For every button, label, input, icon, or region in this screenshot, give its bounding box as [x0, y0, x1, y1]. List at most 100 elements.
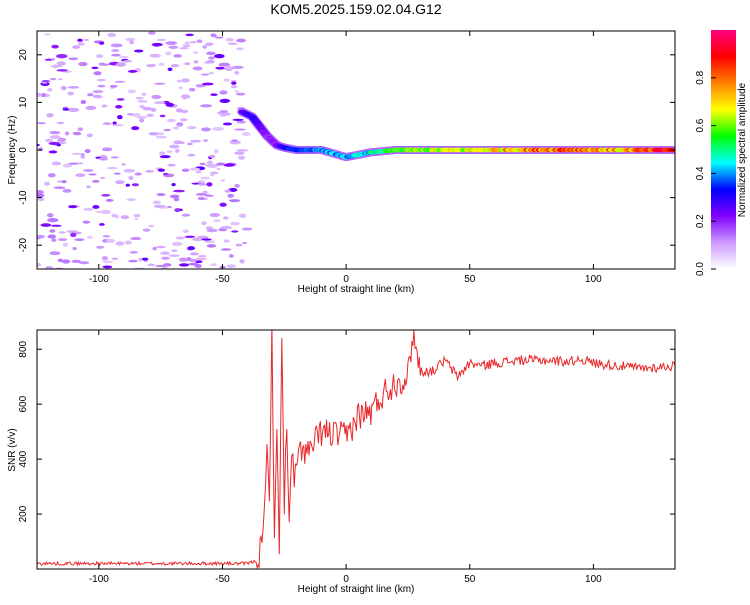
heatmap-noise-cell [199, 176, 211, 180]
snr-x-tick-label: -50 [215, 574, 230, 585]
heatmap-noise-cell [192, 66, 203, 71]
heatmap-noise-cell [148, 31, 156, 35]
heatmap-noise-cell [95, 210, 108, 214]
heatmap-noise-cell [156, 193, 166, 197]
heatmap-noise-cell [75, 173, 86, 177]
heatmap-noise-cell [188, 87, 196, 92]
heatmap-noise-cell [171, 183, 176, 187]
heatmap-noise-cell [230, 79, 237, 83]
heatmap-noise-cell [47, 234, 57, 239]
heatmap-noise-cell [229, 140, 241, 145]
heatmap-noise-cell [116, 114, 123, 120]
heatmap-noise-cell [87, 93, 94, 97]
heatmap-noise-cell [49, 251, 61, 256]
heatmap-noise-cell [195, 192, 207, 196]
heatmap-noise-cell [195, 84, 207, 87]
heatmap-noise-cell [180, 94, 191, 99]
heatmap-noise-cell [203, 139, 209, 142]
heatmap-noise-cell [101, 104, 108, 108]
heatmap-noise-cell [72, 246, 77, 251]
heatmap-noise-cell [49, 229, 56, 233]
heatmap-noise-cell [100, 63, 110, 66]
heatmap-noise-cell [111, 49, 120, 52]
heatmap-noise-cell [86, 236, 94, 239]
heatmap-noise-cell [197, 183, 207, 186]
heatmap-y-tick-label: -20 [18, 238, 29, 253]
heatmap-noise-cell [77, 38, 83, 42]
heatmap-noise-cell [173, 189, 185, 193]
heatmap-noise-cell [86, 133, 94, 138]
heatmap-noise-cell [135, 96, 144, 100]
heatmap-noise-cell [128, 69, 138, 73]
heatmap-noise-cell [67, 85, 80, 89]
heatmap-noise-cell [184, 41, 191, 45]
colorbar-gradient [711, 30, 736, 269]
heatmap-noise-cell [129, 40, 134, 45]
heatmap-noise-cell [223, 239, 230, 243]
heatmap-noise-cell [115, 105, 123, 109]
heatmap-noise-cell [102, 147, 113, 152]
heatmap-noise-cell [219, 202, 227, 207]
heatmap-noise-cell [111, 213, 117, 218]
heatmap-noise-cell [223, 163, 235, 167]
heatmap-noise-cell [187, 246, 196, 251]
heatmap-noise-cell [51, 44, 59, 49]
heatmap-noise-cell [78, 261, 90, 265]
heatmap-noise-cell [231, 65, 244, 69]
heatmap-noise-cell [206, 182, 213, 187]
heatmap-cells [37, 31, 675, 269]
heatmap-noise-cell [220, 113, 227, 117]
heatmap-noise-cell [132, 112, 141, 118]
heatmap-noise-cell [83, 207, 94, 211]
heatmap-noise-cell [37, 92, 42, 97]
heatmap-noise-cell [105, 198, 114, 202]
heatmap-noise-cell [56, 61, 67, 66]
heatmap-noise-cell [82, 220, 90, 224]
heatmap-noise-cell [189, 139, 202, 143]
heatmap-noise-cell [92, 179, 100, 183]
heatmap-noise-cell [129, 250, 139, 254]
heatmap-noise-cell [209, 154, 216, 158]
heatmap-y-tick-label: 10 [18, 96, 29, 108]
heatmap-noise-cell [216, 162, 226, 166]
heatmap-noise-cell [187, 153, 196, 157]
heatmap-noise-cell [189, 258, 197, 263]
heatmap-noise-cell [141, 257, 149, 261]
heatmap-noise-cell [134, 217, 139, 220]
heatmap-noise-cell [70, 232, 77, 238]
heatmap-noise-cell [128, 259, 138, 263]
heatmap-noise-cell [106, 166, 118, 170]
heatmap-noise-cell [236, 47, 244, 51]
heatmap-x-tick-label: 100 [585, 274, 602, 285]
heatmap-noise-cell [37, 197, 45, 202]
heatmap-x-tick-label: 50 [464, 274, 476, 285]
heatmap-noise-cell [50, 58, 55, 61]
heatmap-noise-cell [80, 100, 87, 105]
colorbar-tick-label: 0.0 [695, 262, 706, 276]
heatmap-noise-cell [37, 235, 42, 240]
heatmap-x-axis: -100 -50 0 50 100 [89, 31, 602, 285]
heatmap-noise-cell [158, 151, 166, 155]
heatmap-noise-cell [148, 132, 160, 136]
heatmap-noise-cell [72, 45, 81, 49]
heatmap-noise-cell [171, 249, 178, 252]
snr-x-tick-label: -100 [89, 574, 109, 585]
heatmap-noise-cell [196, 39, 203, 43]
heatmap-noise-cell [113, 172, 122, 175]
heatmap-noise-cell [83, 169, 94, 172]
heatmap-noise-cell [67, 91, 75, 96]
heatmap-noise-cell [225, 37, 235, 42]
heatmap-noise-cell [60, 86, 67, 91]
heatmap-noise-cell [197, 255, 207, 258]
heatmap-noise-cell [151, 42, 163, 47]
snr-ylabel: SNR (v/v) [7, 428, 18, 471]
heatmap-xlabel: Height of straight line (km) [298, 284, 415, 295]
heatmap-x-tick-label: 0 [343, 274, 349, 285]
heatmap-noise-cell [194, 264, 202, 268]
heatmap-noise-cell [160, 251, 170, 255]
heatmap-noise-cell [165, 41, 178, 46]
heatmap-noise-cell [216, 167, 221, 171]
heatmap-noise-cell [210, 93, 218, 96]
heatmap-noise-cell [51, 161, 62, 166]
snr-x-tick-label: 50 [464, 574, 476, 585]
